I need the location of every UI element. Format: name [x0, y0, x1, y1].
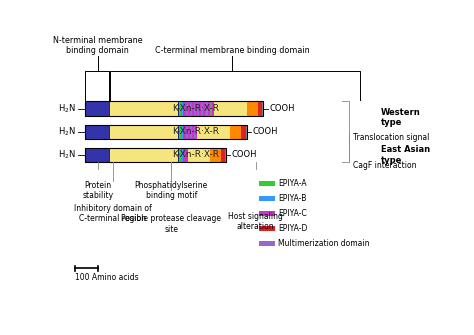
Bar: [196, 125, 197, 139]
Bar: [85, 102, 109, 116]
Text: EPIYA-C: EPIYA-C: [278, 209, 307, 218]
Bar: [259, 211, 275, 216]
Bar: [182, 102, 184, 116]
Text: H$_2$N: H$_2$N: [58, 126, 76, 138]
Bar: [109, 102, 110, 116]
Text: Translocation signal: Translocation signal: [353, 133, 429, 142]
Text: H$_2$N: H$_2$N: [58, 102, 76, 115]
Bar: [205, 102, 207, 116]
Bar: [259, 241, 275, 246]
Bar: [182, 148, 184, 162]
Text: K-Xn-R·X-R: K-Xn-R·X-R: [172, 127, 219, 136]
Text: COOH: COOH: [231, 150, 257, 159]
Text: C-terminal membrane binding domain: C-terminal membrane binding domain: [155, 46, 309, 55]
Text: Inhibitory domain of
C-terminal region: Inhibitory domain of C-terminal region: [73, 204, 151, 223]
Text: COOH: COOH: [269, 104, 294, 113]
Bar: [85, 125, 247, 139]
Bar: [186, 125, 188, 139]
Bar: [210, 102, 212, 116]
Bar: [179, 148, 181, 162]
Text: K-Xn-R·X-R: K-Xn-R·X-R: [172, 150, 219, 159]
Bar: [85, 148, 109, 162]
Text: Western
type: Western type: [381, 108, 420, 127]
Bar: [203, 102, 205, 116]
Text: EPIYA-B: EPIYA-B: [278, 194, 306, 203]
Bar: [179, 102, 181, 116]
Bar: [188, 148, 210, 162]
Bar: [109, 148, 110, 162]
Bar: [178, 102, 179, 116]
Text: COOH: COOH: [253, 127, 278, 136]
Bar: [199, 102, 201, 116]
Bar: [178, 125, 179, 139]
Text: EPIYA-A: EPIYA-A: [278, 179, 307, 188]
Text: Multimerization domain: Multimerization domain: [278, 239, 369, 248]
Bar: [214, 102, 247, 116]
Bar: [192, 125, 194, 139]
Text: EPIYA-D: EPIYA-D: [278, 224, 307, 233]
Bar: [190, 125, 192, 139]
Bar: [192, 102, 194, 116]
Text: Protein
stability: Protein stability: [82, 181, 113, 200]
Text: H$_2$N: H$_2$N: [58, 149, 76, 161]
Bar: [85, 102, 264, 116]
Bar: [85, 102, 264, 116]
Bar: [188, 125, 190, 139]
Text: East Asian
type: East Asian type: [381, 145, 430, 165]
Bar: [181, 148, 182, 162]
Bar: [194, 102, 196, 116]
Bar: [207, 102, 209, 116]
Bar: [110, 102, 178, 116]
Bar: [188, 102, 190, 116]
Text: Posible protease cleavage
site: Posible protease cleavage site: [121, 214, 221, 234]
Bar: [259, 226, 275, 231]
Bar: [190, 102, 192, 116]
Bar: [230, 125, 241, 139]
Bar: [196, 102, 197, 116]
Bar: [178, 148, 179, 162]
Bar: [184, 148, 186, 162]
Bar: [220, 148, 225, 162]
Bar: [85, 148, 226, 162]
Text: CagF interaction: CagF interaction: [353, 161, 417, 171]
Bar: [197, 125, 230, 139]
Text: K-Xn-R·X-R: K-Xn-R·X-R: [172, 104, 219, 113]
Bar: [186, 148, 188, 162]
Bar: [85, 148, 226, 162]
Bar: [181, 102, 182, 116]
Bar: [212, 102, 214, 116]
Bar: [85, 125, 109, 139]
Bar: [194, 125, 196, 139]
Bar: [186, 102, 188, 116]
Bar: [241, 125, 246, 139]
Bar: [259, 181, 275, 187]
Bar: [247, 102, 258, 116]
Text: Phosphatidylserine
binding motif: Phosphatidylserine binding motif: [135, 181, 208, 200]
Text: Host signaling
alteration: Host signaling alteration: [228, 212, 283, 231]
Bar: [110, 148, 178, 162]
Bar: [181, 125, 182, 139]
Bar: [182, 125, 184, 139]
Bar: [179, 125, 181, 139]
Bar: [201, 102, 203, 116]
Bar: [263, 102, 264, 116]
Bar: [184, 125, 186, 139]
Text: 100 Amino acids: 100 Amino acids: [75, 273, 138, 282]
Bar: [210, 148, 220, 162]
Bar: [259, 196, 275, 201]
Bar: [258, 102, 263, 116]
Bar: [197, 102, 199, 116]
Bar: [209, 102, 210, 116]
Text: N-terminal membrane
binding domain: N-terminal membrane binding domain: [53, 36, 143, 55]
Bar: [246, 125, 247, 139]
Bar: [85, 125, 247, 139]
Bar: [110, 125, 178, 139]
Bar: [225, 148, 226, 162]
Bar: [184, 102, 186, 116]
Bar: [109, 125, 110, 139]
